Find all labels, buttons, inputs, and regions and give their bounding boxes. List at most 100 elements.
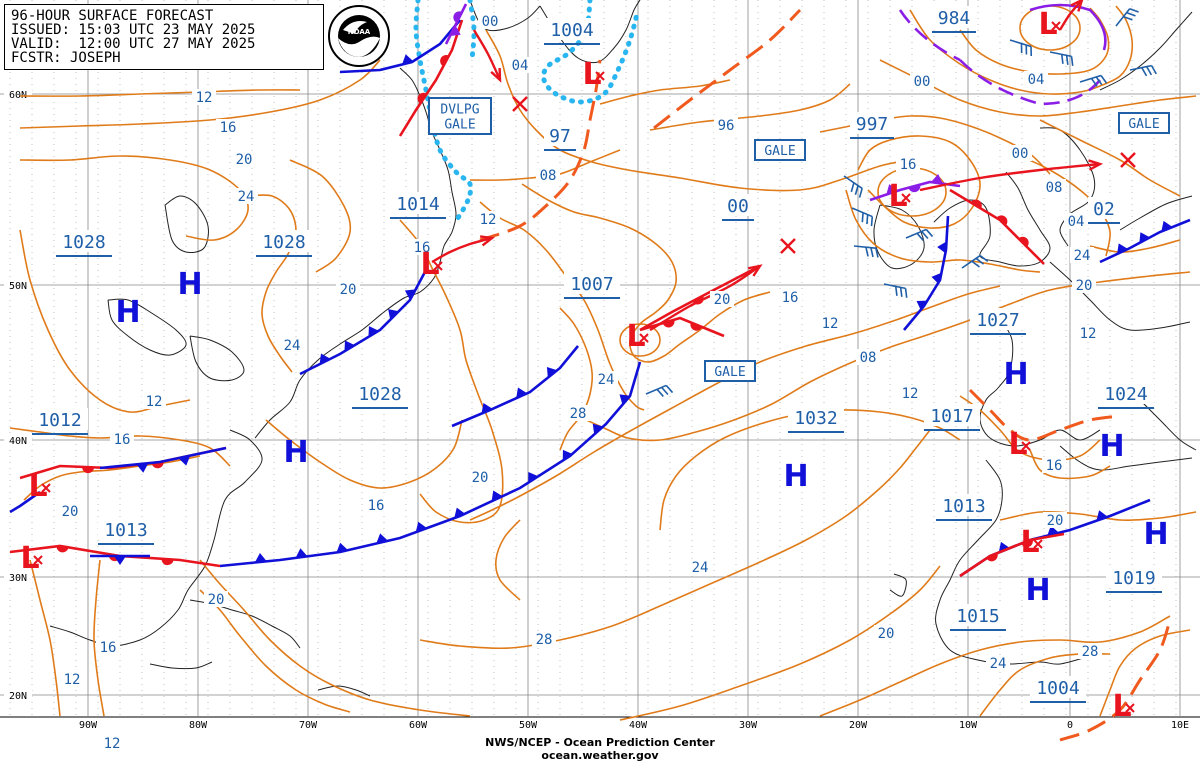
front-semicircle <box>970 199 982 209</box>
isobar-label: 08 <box>860 350 877 366</box>
isobar <box>819 615 1171 717</box>
front-triangle <box>1047 525 1059 536</box>
front-triangle <box>516 387 528 399</box>
low-center-x <box>901 193 911 203</box>
front-semicircle <box>82 466 95 474</box>
isobar-label-bg <box>896 156 920 172</box>
footer-center: NWS/NCEP - Ocean Prediction Center <box>485 736 715 749</box>
front-triangle <box>619 394 631 405</box>
isobar <box>494 519 521 601</box>
wind-barb-flag <box>916 232 924 241</box>
warning-label: DVLPG <box>440 103 479 118</box>
lon-label: 30W <box>739 720 758 731</box>
center-pressure-label: 984 <box>938 8 971 29</box>
lon-label-bg <box>842 717 874 731</box>
warning-label: GALE <box>1128 117 1159 132</box>
warm-front <box>639 316 725 338</box>
coastline <box>1119 195 1193 231</box>
front-semicircle <box>997 215 1008 226</box>
front-triangle <box>449 25 461 37</box>
wind-barb-flag <box>975 257 985 265</box>
front-triangle <box>136 463 149 473</box>
front-triangle <box>336 542 349 553</box>
front-triangle <box>114 556 126 565</box>
center-pressure-bg <box>1088 197 1120 219</box>
wind-barb-flag <box>665 384 674 394</box>
isobar <box>649 83 851 131</box>
isobar-label: 12 <box>480 212 497 228</box>
isobar-label: 20 <box>208 592 225 608</box>
isobar-label: 20 <box>878 626 895 642</box>
warning-box <box>754 139 806 161</box>
wind-barb-flag <box>1126 11 1136 17</box>
front-triangle <box>415 521 427 533</box>
center-pressure-label: 1014 <box>396 194 439 215</box>
front-triangle <box>344 340 355 352</box>
lon-label-bg <box>402 717 434 731</box>
center-pressure-label: 1028 <box>62 232 105 253</box>
storm-track-arrow <box>919 162 1101 192</box>
wind-barb <box>1115 8 1131 27</box>
low-center-x <box>33 555 43 565</box>
isobar-label-bg <box>364 497 388 513</box>
lon-label-bg <box>1054 717 1086 731</box>
front-triangle <box>562 449 573 461</box>
high-pressure-symbol: H <box>1099 429 1124 464</box>
low-pressure-symbol: L <box>582 57 601 92</box>
isobar <box>199 589 351 713</box>
center-pressure-bg <box>1098 382 1154 404</box>
coastline <box>873 204 925 270</box>
wind-barb-flag <box>1129 8 1139 13</box>
lon-label: 90W <box>79 720 98 731</box>
wind-barb-flag <box>661 386 669 396</box>
isobar-label: 24 <box>238 189 255 205</box>
warning-box <box>1118 112 1170 134</box>
center-pressure-bg <box>970 308 1026 330</box>
front-semicircle <box>161 558 174 566</box>
isobar <box>19 89 301 97</box>
cold-front <box>451 345 580 428</box>
front-semicircle <box>662 319 675 328</box>
isobar-label-bg <box>898 385 922 401</box>
isobar-label: 16 <box>782 290 799 306</box>
isobar-label-bg <box>60 671 84 687</box>
low-pressure-symbol: L <box>20 541 39 576</box>
lon-label-bg <box>732 717 764 731</box>
isobar-label: 20 <box>1047 513 1064 529</box>
wind-barb-flag <box>925 228 934 238</box>
isobar <box>909 5 1134 95</box>
center-pressure-label: 1017 <box>930 406 973 427</box>
front-semicircle <box>453 11 463 23</box>
front-triangle <box>178 455 191 466</box>
front-triangle <box>404 289 416 300</box>
isobar <box>469 285 1001 521</box>
center-pressure-label: 1007 <box>570 274 613 295</box>
front-semicircle <box>440 54 449 67</box>
isobar-label: 20 <box>62 504 79 520</box>
storm-track-arrow <box>472 29 502 81</box>
center-pressure-bg <box>98 518 154 540</box>
low-center-x <box>595 71 605 81</box>
center-pressure-bg <box>390 192 446 214</box>
isobar-label-bg <box>234 188 258 204</box>
low-pressure-symbol: L <box>1008 427 1027 462</box>
low-pressure-symbol: L <box>626 319 645 354</box>
high-pressure-symbol: H <box>1143 517 1168 552</box>
wind-barb-flag <box>1145 66 1153 76</box>
lon-label-bg <box>182 717 214 731</box>
low-center-x <box>41 483 51 493</box>
lon-label-bg <box>72 717 104 731</box>
lat-label: 30N <box>9 573 27 584</box>
isobar-label-bg <box>1064 213 1088 229</box>
isobar-label-bg <box>1008 145 1032 161</box>
isobar-label: 00 <box>1012 146 1029 162</box>
lat-label: 20N <box>9 691 27 702</box>
front-semicircle <box>1018 236 1029 247</box>
isobar-label-bg <box>204 591 228 607</box>
isobar <box>857 135 981 229</box>
cold-front <box>903 215 950 331</box>
center-pressure-label: 02 <box>1093 199 1115 220</box>
center-pressure-bg <box>256 230 312 252</box>
low-pressure-symbol: L <box>888 179 907 214</box>
noaa-logo: NOAA <box>328 5 390 67</box>
